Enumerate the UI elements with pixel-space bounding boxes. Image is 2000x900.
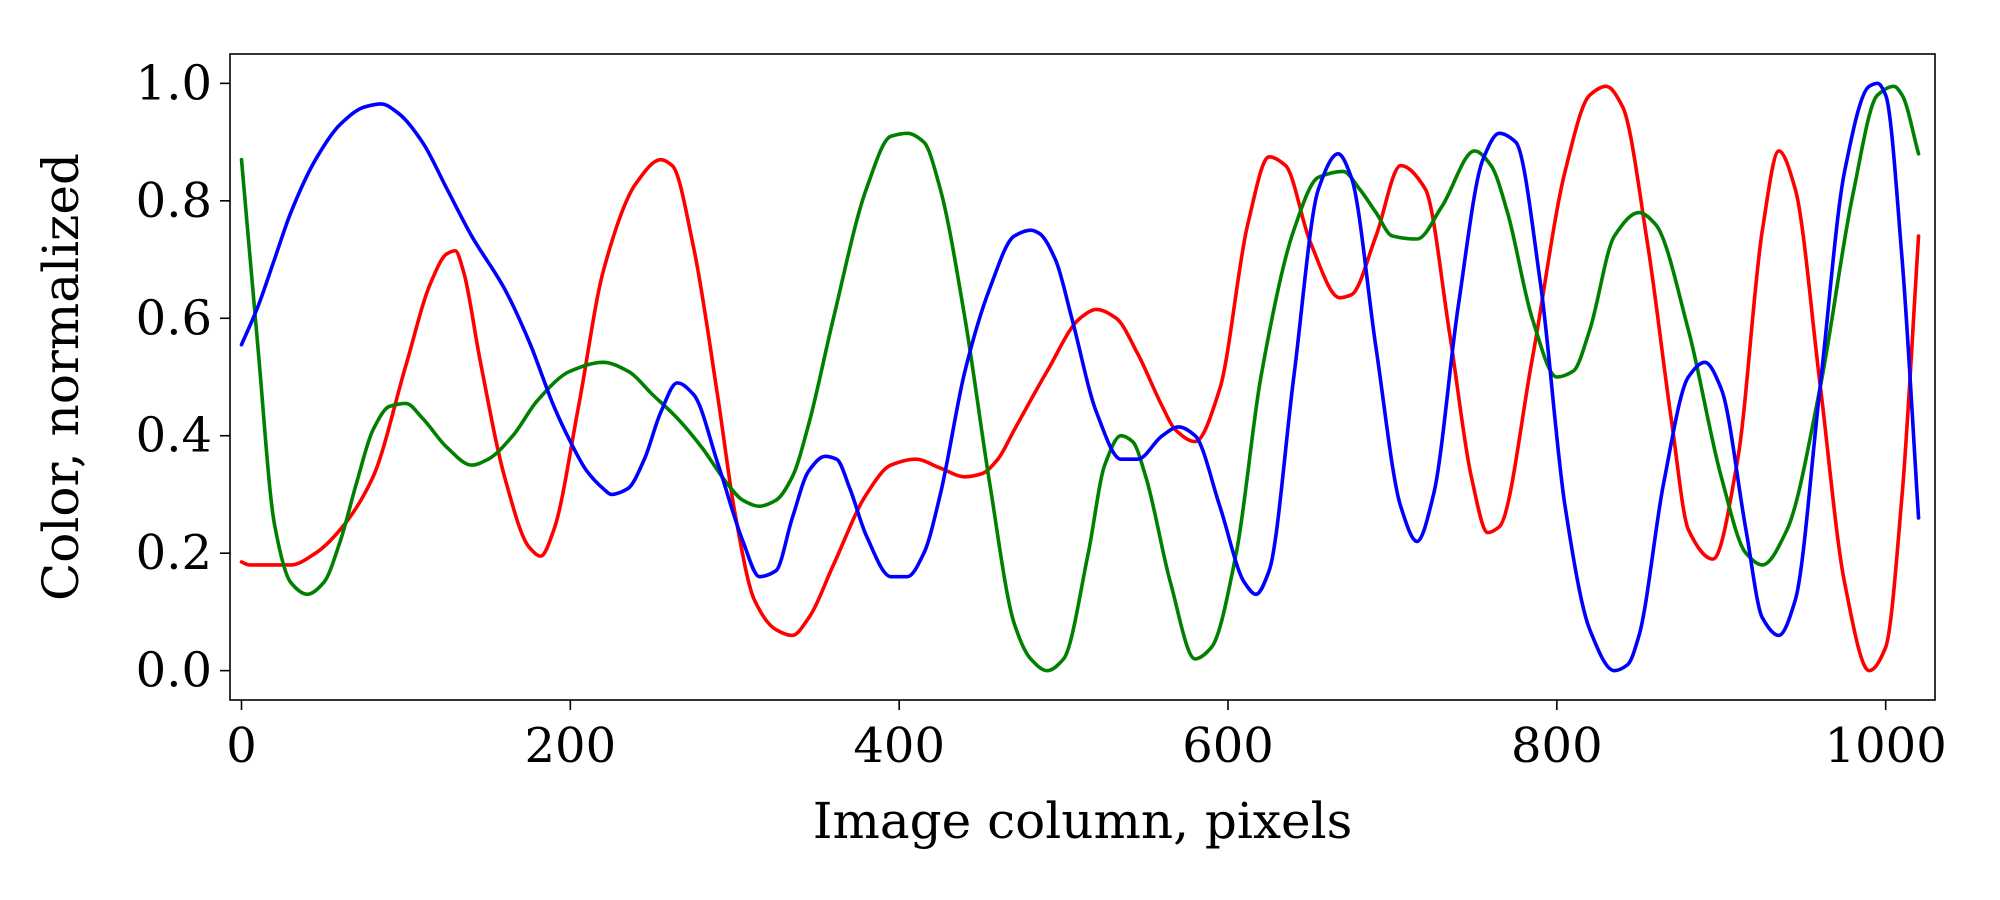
plot-frame <box>229 53 1936 701</box>
tick-layer: 0 200 400 600 800 1000 0.0 0.2 0.4 0.6 0.8 1.0 <box>136 55 1947 774</box>
x-tick-label: 600 <box>1182 718 1274 774</box>
x-tick-label: 0 <box>226 718 257 774</box>
series-line-1 <box>239 84 1921 673</box>
y-tick-label: 0.6 <box>136 290 212 346</box>
x-tick-label: 200 <box>525 718 617 774</box>
x-tick-label: 1000 <box>1825 718 1947 774</box>
y-tick-label: 1.0 <box>136 55 212 111</box>
series-line-2 <box>239 84 1921 673</box>
series-layer <box>239 81 1921 673</box>
y-tick-label: 0.4 <box>136 408 212 464</box>
x-tick-label: 800 <box>1511 718 1603 774</box>
x-tick-label: 400 <box>853 718 945 774</box>
y-tick-label: 0.2 <box>136 525 212 581</box>
y-axis-label: Color, normalized <box>32 153 90 601</box>
x-axis-label: Image column, pixels <box>813 792 1353 850</box>
y-tick-label: 0.0 <box>136 643 212 699</box>
series-line-3 <box>239 81 1921 673</box>
y-tick-label: 0.8 <box>136 173 212 229</box>
